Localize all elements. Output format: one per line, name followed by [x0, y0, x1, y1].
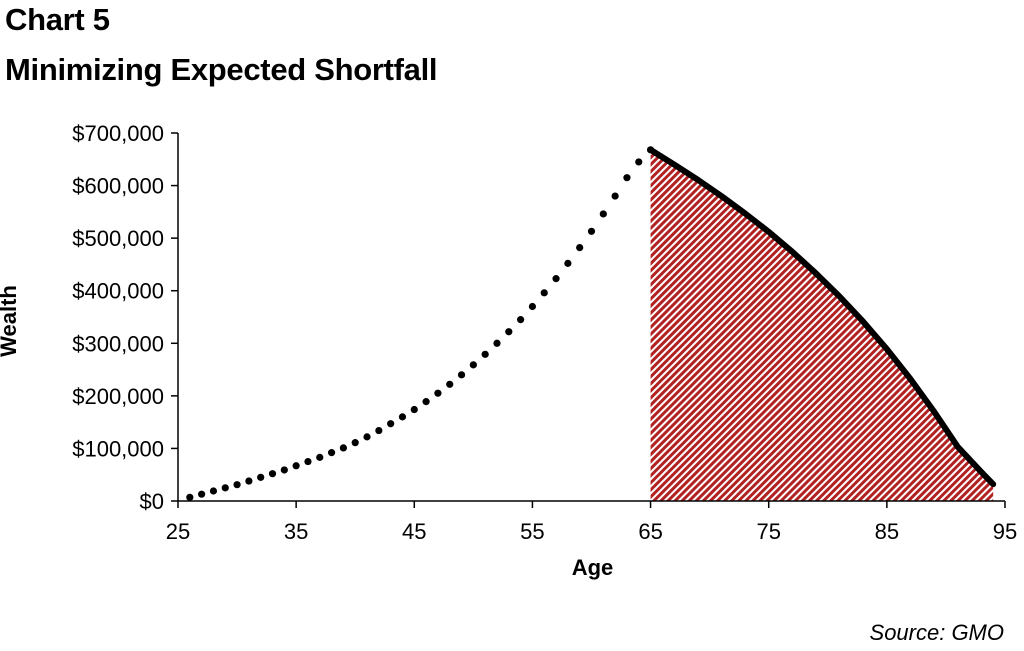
chart-title: Minimizing Expected Shortfall — [5, 52, 438, 87]
x-tick-label: 35 — [284, 519, 308, 544]
x-tick-label: 85 — [875, 519, 899, 544]
accumulation-point — [398, 413, 407, 421]
y-tick-label: $0 — [140, 489, 164, 514]
accumulation-point — [505, 328, 513, 336]
accumulation-point — [481, 350, 489, 358]
y-tick-label: $500,000 — [72, 226, 164, 251]
x-tick-label: 75 — [756, 519, 780, 544]
y-tick-label: $200,000 — [72, 384, 164, 409]
accumulation-point — [327, 449, 336, 457]
accumulation-point — [611, 192, 619, 200]
accumulation-point — [469, 361, 477, 369]
source-note: Source: GMO — [869, 620, 1004, 645]
accumulation-point — [387, 420, 395, 428]
accumulation-point — [540, 289, 548, 297]
decumulation-line — [647, 146, 997, 488]
accumulation-point — [552, 275, 560, 283]
x-tick-label: 65 — [638, 519, 662, 544]
x-tick-label: 95 — [993, 519, 1017, 544]
y-tick-label: $600,000 — [72, 174, 164, 199]
y-tick-label: $300,000 — [72, 331, 164, 356]
accumulation-point — [292, 462, 300, 470]
accumulation-point — [257, 473, 265, 481]
accumulation-point — [316, 453, 324, 461]
y-tick-label: $700,000 — [72, 121, 164, 146]
accumulation-point — [209, 487, 218, 495]
accumulation-point — [280, 466, 288, 474]
accumulation-point — [446, 380, 454, 388]
accumulation-point — [457, 371, 466, 379]
shortfall-shaded-area — [650, 149, 994, 501]
y-axis-title: Wealth — [0, 285, 21, 357]
x-axis-title: Age — [572, 555, 614, 580]
x-tick-label: 45 — [402, 519, 426, 544]
accumulation-point — [245, 477, 253, 485]
accumulation-point — [304, 457, 312, 466]
y-tick-label: $400,000 — [72, 279, 164, 304]
accumulation-point — [517, 316, 525, 324]
accumulation-point — [587, 227, 596, 235]
accumulation-point — [363, 433, 371, 441]
accumulation-point — [268, 470, 277, 478]
accumulation-point — [623, 174, 631, 182]
accumulation-point — [434, 389, 442, 397]
accumulation-point — [599, 210, 607, 218]
accumulation-point — [221, 484, 229, 492]
y-tick-label: $100,000 — [72, 436, 164, 461]
accumulation-point — [198, 490, 206, 498]
accumulation-point — [422, 398, 430, 406]
accumulation-point — [351, 439, 359, 447]
accumulation-point — [635, 158, 643, 166]
x-tick-label: 55 — [520, 519, 544, 544]
accumulation-point — [528, 302, 537, 311]
x-tick-label: 25 — [166, 519, 190, 544]
accumulation-point — [339, 444, 347, 452]
accumulation-point — [564, 259, 572, 267]
accumulation-point — [576, 244, 584, 252]
accumulation-point — [410, 405, 418, 414]
accumulation-point — [186, 493, 194, 501]
chart-number-label: Chart 5 — [5, 2, 110, 37]
accumulation-point — [493, 339, 501, 347]
accumulation-point — [375, 426, 383, 435]
accumulation-point — [233, 481, 241, 489]
